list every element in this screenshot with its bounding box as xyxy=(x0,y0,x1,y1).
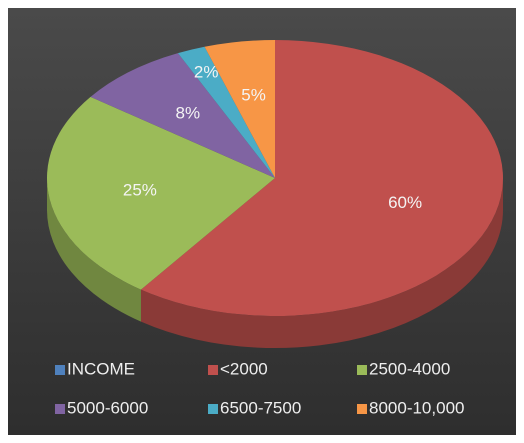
legend-label: <2000 xyxy=(220,359,268,378)
legend-swatch xyxy=(55,365,65,375)
legend-swatch xyxy=(208,365,218,375)
legend-swatch xyxy=(357,365,367,375)
legend-swatch xyxy=(55,404,65,414)
legend-label: 8000-10,000 xyxy=(369,398,464,417)
legend-swatch xyxy=(208,404,218,414)
pie-slice-side xyxy=(46,178,141,322)
legend-label: INCOME xyxy=(67,359,135,378)
legend-label: 5000-6000 xyxy=(67,398,148,417)
pie-slice xyxy=(140,40,503,317)
data-label: 8% xyxy=(176,104,201,123)
pie-slice xyxy=(177,46,275,179)
data-label: 25% xyxy=(123,180,157,199)
pie-slice xyxy=(90,53,275,178)
legend-label: 6500-7500 xyxy=(220,398,301,417)
pie-slice xyxy=(46,96,276,290)
pie-slice xyxy=(204,40,275,178)
legend-label: 2500-4000 xyxy=(369,359,450,378)
data-label: 2% xyxy=(194,62,219,81)
data-label: 60% xyxy=(388,193,422,212)
pie-slice-side xyxy=(140,178,503,348)
legend-swatch xyxy=(357,404,367,414)
data-label: 5% xyxy=(241,86,266,105)
